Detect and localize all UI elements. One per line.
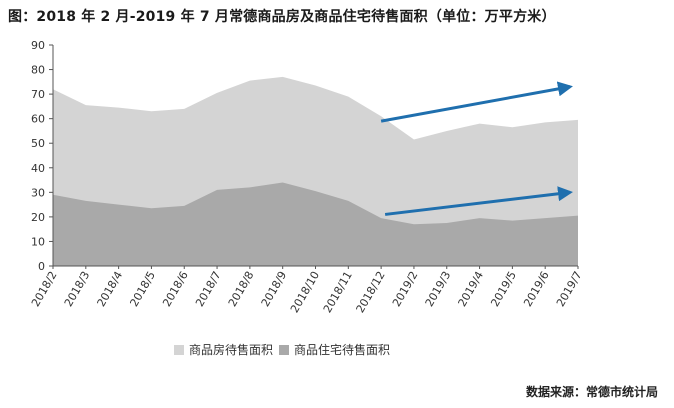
y-tick-label: 60	[31, 113, 45, 126]
legend-label-total: 商品房待售面积	[189, 343, 274, 357]
x-tick-label: 2019/6	[521, 269, 552, 309]
y-tick-label: 10	[31, 235, 45, 248]
area-series-residential	[53, 182, 578, 266]
y-tick-label: 0	[38, 260, 45, 273]
y-tick-label: 70	[31, 88, 45, 101]
chart-legend: 商品房待售面积 商品住宅待售面积	[174, 341, 396, 358]
y-tick-label: 90	[31, 39, 45, 52]
x-tick-label: 2018/9	[259, 269, 290, 309]
y-tick-label: 80	[31, 64, 45, 77]
x-tick-label: 2019/3	[423, 269, 454, 309]
source-note: 数据来源：常德市统计局	[525, 385, 658, 399]
x-tick-label: 2018/2	[29, 269, 60, 309]
legend-label-residential: 商品住宅待售面积	[294, 343, 391, 357]
x-tick-label: 2019/4	[456, 269, 487, 309]
x-tick-label: 2019/5	[488, 269, 519, 309]
x-tick-label: 2018/8	[226, 269, 257, 309]
x-tick-label: 2018/4	[95, 269, 126, 309]
x-tick-label: 2018/12	[354, 269, 388, 315]
legend-item-total: 商品房待售面积	[174, 341, 273, 358]
y-tick-label: 20	[31, 211, 45, 224]
x-tick-label: 2018/5	[127, 269, 158, 309]
trend-arrow-residential	[384, 186, 573, 216]
x-tick-label: 2018/7	[193, 269, 224, 309]
x-tick-label: 2018/6	[160, 269, 191, 309]
legend-item-residential: 商品住宅待售面积	[279, 341, 390, 358]
x-tick-label: 2018/11	[321, 269, 355, 315]
x-tick-label: 2019/2	[390, 269, 421, 309]
y-tick-label: 50	[31, 137, 45, 150]
y-tick-label: 40	[31, 162, 45, 175]
legend-swatch-residential	[279, 344, 290, 355]
trend-arrow-total	[380, 81, 573, 123]
chart-title: 图：2018 年 2 月-2019 年 7 月常德商品房及商品住宅待售面积（单位…	[8, 9, 556, 25]
x-tick-label: 2018/3	[62, 269, 93, 309]
x-tick-label: 2019/7	[554, 269, 585, 309]
x-tick-label: 2018/10	[288, 269, 322, 315]
y-tick-label: 30	[31, 186, 45, 199]
legend-swatch-total	[174, 344, 184, 355]
